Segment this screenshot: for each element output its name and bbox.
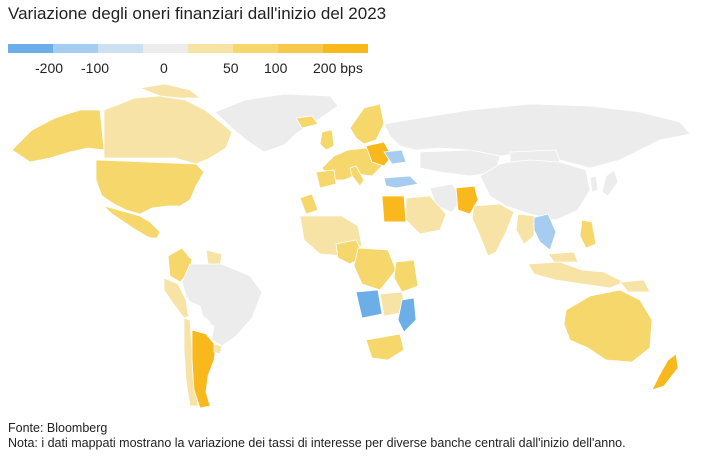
malaysia (547, 251, 579, 263)
italy (349, 165, 365, 187)
egypt (381, 195, 407, 223)
angola (355, 289, 383, 319)
color-legend-bar (8, 44, 368, 53)
legend-label-200-bps: 200 bps (313, 60, 363, 76)
legend-label-minus-200: -200 (35, 60, 64, 76)
indonesia (527, 261, 625, 289)
legend-swatch-8 (323, 44, 368, 53)
world-map-svg (11, 84, 691, 409)
legend-swatch-6 (233, 44, 278, 53)
legend-swatch-3 (98, 44, 143, 53)
legend-label-50: 50 (223, 60, 239, 76)
greenland (214, 93, 339, 153)
canada-arctic-islands (138, 84, 202, 99)
philippines (579, 219, 597, 249)
world-map (0, 84, 707, 416)
horn-of-africa (407, 245, 439, 273)
east-africa (393, 259, 419, 293)
legend-swatch-1 (8, 44, 53, 53)
united-states (95, 159, 205, 215)
legend-swatch-7 (278, 44, 323, 53)
papua-new-guinea (619, 279, 651, 293)
eastern-europe (365, 141, 393, 167)
libya (359, 191, 385, 217)
india (471, 203, 515, 257)
legend-label-zero: 0 (160, 60, 168, 76)
turkey (383, 175, 419, 189)
bolivia (185, 299, 205, 323)
morocco (299, 193, 319, 215)
australia (563, 289, 653, 363)
central-africa (353, 247, 397, 291)
new-zealand (651, 353, 679, 391)
chart-footer: Fonte: Bloomberg Nota: i dati mappati mo… (8, 421, 703, 451)
ukraine (383, 149, 407, 165)
venezuela (181, 247, 213, 265)
source-note: Fonte: Bloomberg (8, 421, 108, 435)
cuba (166, 221, 191, 229)
korea (589, 175, 599, 193)
mongolia (509, 149, 561, 163)
alaska (11, 109, 105, 163)
legend-swatch-5 (188, 44, 233, 53)
legend-label-100: 100 (264, 60, 288, 76)
japan (601, 169, 619, 197)
sudan (383, 221, 411, 251)
scandinavia (349, 103, 385, 145)
madagascar (421, 299, 435, 333)
chart-title: Variazione degli oneri finanziari dall'i… (8, 4, 387, 23)
mozambique (397, 297, 417, 333)
legend-label-minus-100: -100 (81, 60, 110, 76)
legend-swatch-4 (143, 44, 188, 53)
iceland (295, 115, 319, 129)
canada (103, 95, 233, 165)
argentina (191, 329, 217, 409)
central-america (151, 237, 177, 255)
iberia (315, 169, 337, 189)
indochina (515, 213, 535, 245)
south-africa (365, 333, 405, 361)
data-note: Nota: i dati mappati mostrano la variazi… (8, 436, 626, 450)
legend-labels: -200 -100 0 50 100 200 bps (8, 60, 388, 78)
afghanistan (453, 175, 477, 189)
united-kingdom (319, 129, 335, 151)
russia (383, 103, 691, 169)
legend-swatch-2 (53, 44, 98, 53)
uruguay (213, 343, 223, 355)
